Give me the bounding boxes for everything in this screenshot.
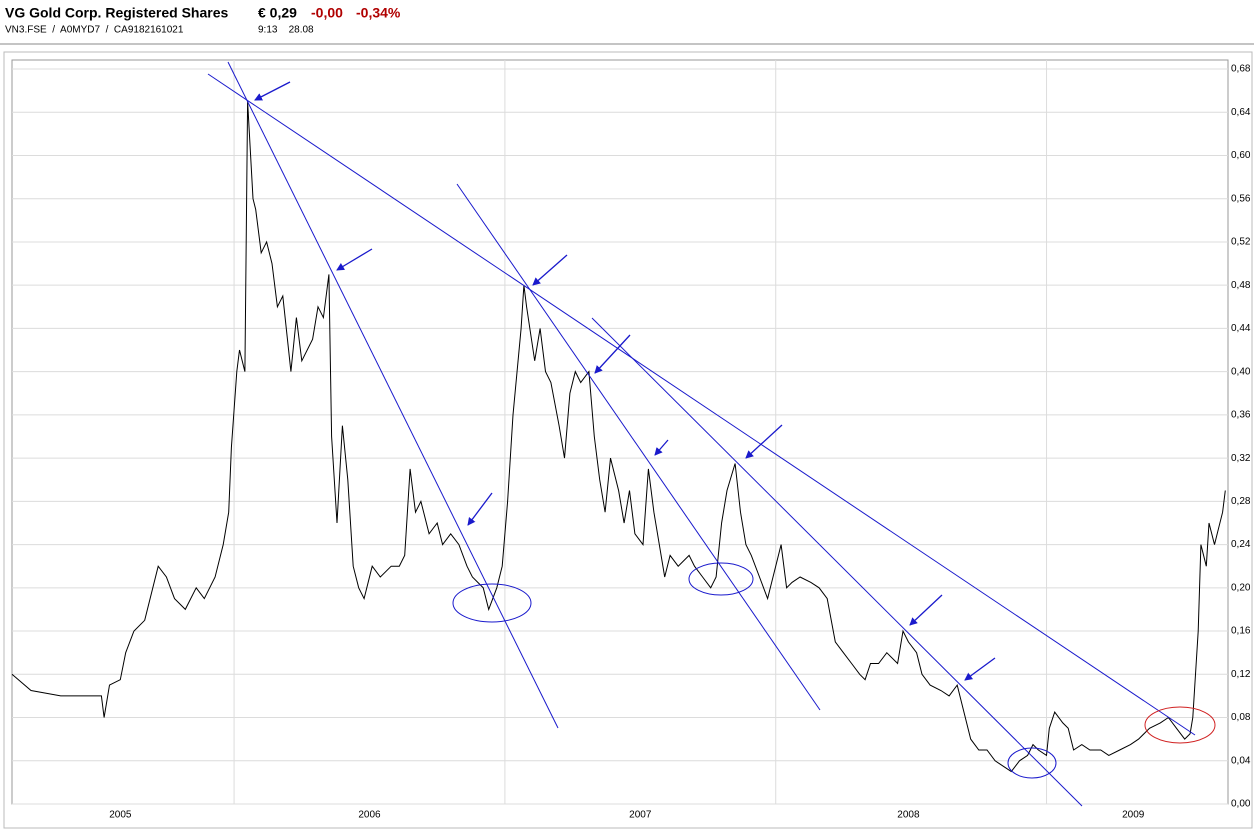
price-line-group: [11, 101, 1226, 773]
arrow: [654, 439, 669, 456]
circle-marker: [1007, 747, 1057, 779]
y-tick-label: 0,48: [1231, 280, 1251, 291]
arrow: [532, 254, 568, 286]
y-tick-label: 0,16: [1231, 626, 1251, 637]
circle-marker: [1144, 706, 1216, 744]
trend-line: [227, 61, 559, 729]
arrow: [909, 594, 943, 626]
outer-frame: [3, 51, 1253, 829]
price: € 0,29: [258, 5, 297, 21]
trend-line: [591, 317, 1083, 807]
y-tick-label: 0,04: [1231, 755, 1251, 766]
y-tick-label: 0,32: [1231, 453, 1251, 464]
circle-marker: [688, 562, 754, 596]
timestamp: 9:13 28.08: [258, 25, 314, 36]
identifiers: VN3.FSE / A0MYD7 / CA9182161021: [5, 25, 184, 36]
y-tick-label: 0,68: [1231, 64, 1251, 75]
y-tick-label: 0,12: [1231, 669, 1251, 680]
arrow: [594, 334, 631, 374]
x-tick-label: 2007: [629, 810, 652, 821]
arrow: [254, 81, 291, 101]
y-tick-label: 0,52: [1231, 237, 1251, 248]
grid: [12, 60, 1228, 805]
trend-line: [207, 73, 1196, 736]
annotations: [207, 61, 1216, 807]
change-pct: -0,34%: [356, 5, 401, 21]
plot-frame: [11, 59, 1229, 805]
arrow: [336, 248, 373, 271]
y-tick-label: 0,24: [1231, 539, 1251, 550]
x-tick-label: 2006: [358, 810, 381, 821]
arrow: [964, 657, 996, 681]
y-tick-label: 0,08: [1231, 712, 1251, 723]
title: VG Gold Corp. Registered Shares: [5, 5, 228, 21]
y-tick-label: 0,60: [1231, 150, 1251, 161]
y-tick-label: 0,44: [1231, 323, 1251, 334]
x-tick-label: 2005: [109, 810, 132, 821]
y-tick-label: 0,20: [1231, 582, 1251, 593]
price-line: [11, 101, 1226, 773]
y-tick-label: 0,28: [1231, 496, 1251, 507]
arrow: [745, 424, 783, 459]
y-tick-label: 0,56: [1231, 193, 1251, 204]
arrow: [467, 492, 493, 526]
y-tick-label: 0,00: [1231, 799, 1251, 810]
x-tick-label: 2009: [1122, 810, 1145, 821]
change: -0,00: [311, 5, 343, 21]
y-tick-label: 0,40: [1231, 366, 1251, 377]
y-tick-label: 0,64: [1231, 107, 1251, 118]
x-tick-label: 2008: [897, 810, 920, 821]
y-tick-label: 0,36: [1231, 410, 1251, 421]
circle-marker: [452, 583, 532, 623]
trend-line: [456, 183, 821, 711]
